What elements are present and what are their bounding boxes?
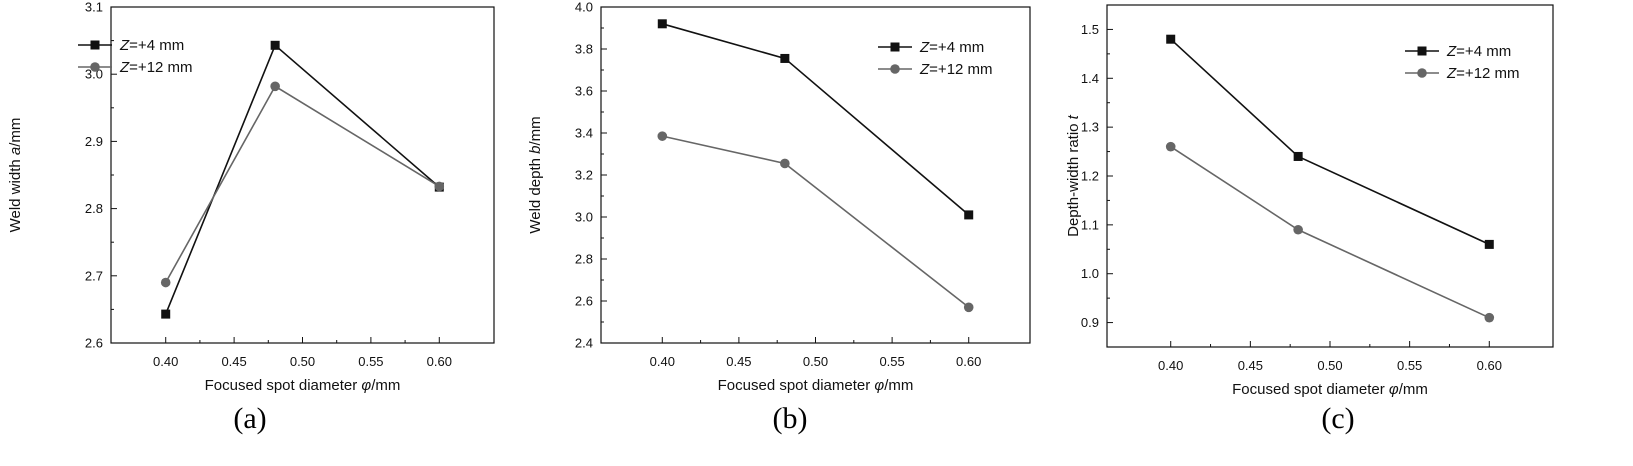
x-tick-label: 0.50 <box>803 354 828 369</box>
y-tick-label: 3.6 <box>575 84 593 99</box>
y-axis-title: Depth-width ratio t <box>1065 114 1082 237</box>
chart-panel-c: 0.40 0.45 0.50 0.55 0.60 0.9 1.0 1.1 1.2 1.3 1.4 1.… <box>1065 4 1554 435</box>
y-tick-label: 3.1 <box>85 0 103 15</box>
data-point-circle <box>963 302 974 313</box>
legend-marker-square <box>1417 46 1427 56</box>
data-point-circle <box>1293 224 1303 235</box>
y-tick-label: 3.2 <box>575 168 593 183</box>
x-tick-label: 0.45 <box>726 354 751 369</box>
x-tick-label: 0.50 <box>1317 358 1342 373</box>
legend-label: Z=+4 mm <box>119 37 184 54</box>
y-tick-label: 3.0 <box>575 210 593 225</box>
legend-label: Z=+4 mm <box>919 39 984 56</box>
legend-marker-circle <box>90 62 100 72</box>
plot-frame <box>600 6 1031 344</box>
chart-panel-b: 0.40 0.45 0.50 0.55 0.60 2.4 2.6 2.8 3.0 3.2 3.4 3.… <box>527 0 1031 435</box>
x-tick-label: 0.60 <box>427 354 452 369</box>
data-point-square <box>1484 239 1494 249</box>
y-tick-label: 1.4 <box>1081 71 1099 86</box>
series-line-z4 <box>164 43 440 315</box>
data-point-circle <box>1484 312 1495 323</box>
x-tick-label: 0.60 <box>1477 358 1502 373</box>
y-tick-label: 2.9 <box>85 134 103 149</box>
x-tick-label: 0.55 <box>879 354 904 369</box>
y-axis-title: Weld width a/mm <box>7 118 24 233</box>
legend-marker-square <box>890 42 900 52</box>
x-axis-title: Focused spot diameter φ/mm <box>718 377 914 394</box>
y-tick-label: 2.8 <box>85 201 103 216</box>
data-point-circle <box>270 81 280 92</box>
plot-frame <box>110 6 495 344</box>
data-point-circle <box>160 277 171 288</box>
y-tick-label: 0.9 <box>1081 315 1099 330</box>
y-tick-label: 1.1 <box>1081 217 1099 232</box>
data-point-square <box>270 40 280 50</box>
x-tick-label: 0.40 <box>153 354 178 369</box>
x-tick-label: 0.55 <box>358 354 383 369</box>
x-axis-title: Focused spot diameter φ/mm <box>1232 381 1428 398</box>
y-tick-label: 3.0 <box>85 67 103 82</box>
series-line-z12 <box>662 135 970 308</box>
x-axis-title: Focused spot diameter φ/mm <box>205 377 401 394</box>
data-point-square <box>161 309 171 319</box>
x-tick-label: 0.45 <box>1238 358 1263 373</box>
y-tick-label: 2.7 <box>85 268 103 283</box>
legend-marker-circle <box>1417 68 1427 78</box>
x-tick-label: 0.40 <box>650 354 675 369</box>
legend-label: Z=+12 mm <box>119 59 193 76</box>
data-point-circle <box>657 131 668 141</box>
data-point-square <box>780 53 790 63</box>
data-point-circle <box>434 181 445 192</box>
x-tick-label: 0.45 <box>221 354 246 369</box>
legend-label: Z=+4 mm <box>1446 43 1511 60</box>
y-tick-label: 2.6 <box>85 336 103 351</box>
legend-marker-circle <box>890 64 900 74</box>
data-point-square <box>1166 34 1176 44</box>
x-tick-label: 0.60 <box>956 354 981 369</box>
y-tick-label: 1.3 <box>1081 120 1099 135</box>
y-tick-label: 1.2 <box>1081 169 1099 184</box>
legend-label: Z=+12 mm <box>1446 65 1520 82</box>
y-tick-label: 1.5 <box>1081 22 1099 37</box>
x-tick-label: 0.40 <box>1158 358 1183 373</box>
data-point-circle <box>780 158 790 169</box>
y-tick-label: 2.4 <box>575 336 593 351</box>
legend-label: Z=+12 mm <box>919 61 993 78</box>
series-line-z12 <box>1170 146 1490 319</box>
y-tick-label: 1.0 <box>1081 266 1099 281</box>
data-point-circle <box>1165 141 1176 152</box>
x-tick-label: 0.55 <box>1397 358 1422 373</box>
x-tick-label: 0.50 <box>290 354 315 369</box>
chart-panel-a: 0.40 0.45 0.50 0.55 0.60 2.6 2.7 2.8 2.9 3.0 3.1 Fo… <box>7 0 495 435</box>
legend-marker-square <box>90 40 100 50</box>
panel-label: (a) <box>233 402 266 435</box>
y-tick-label: 2.8 <box>575 252 593 267</box>
data-point-square <box>1293 151 1303 161</box>
panel-label: (b) <box>773 402 808 435</box>
y-tick-label: 2.6 <box>575 294 593 309</box>
y-tick-label: 3.8 <box>575 42 593 57</box>
series-line-z12 <box>165 85 440 283</box>
data-point-square <box>657 19 667 29</box>
data-point-square <box>964 210 974 220</box>
y-tick-label: 3.4 <box>575 126 593 141</box>
y-axis-title: Weld depth b/mm <box>527 116 544 233</box>
y-tick-label: 4.0 <box>575 0 593 15</box>
panel-label: (c) <box>1321 402 1354 435</box>
series-line-z4 <box>1170 38 1490 246</box>
